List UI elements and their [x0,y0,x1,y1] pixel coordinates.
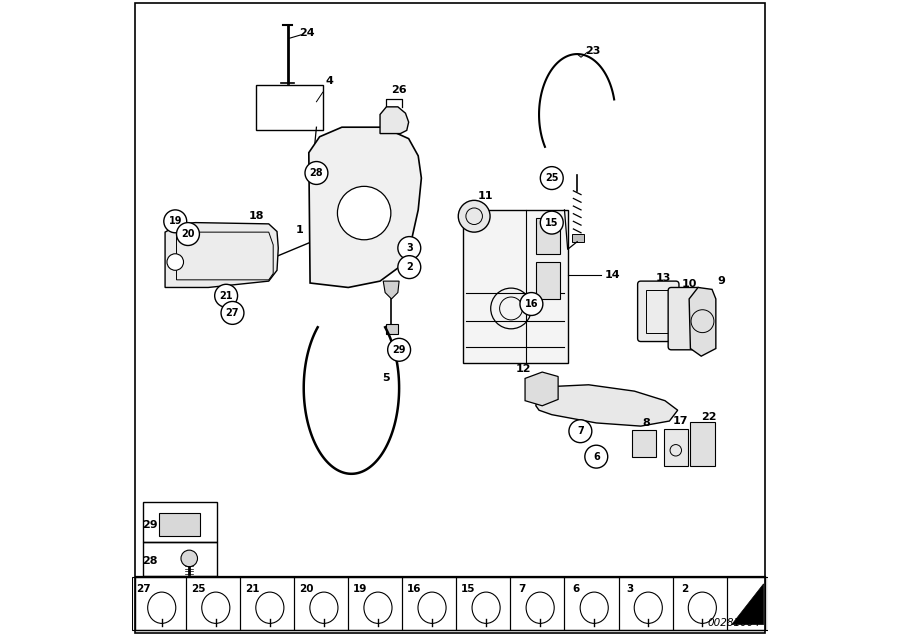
Text: 21: 21 [245,584,259,594]
Text: 25: 25 [545,173,559,183]
Circle shape [398,237,420,259]
Bar [143,502,217,542]
Circle shape [181,550,197,567]
Text: 18: 18 [248,211,264,221]
Bar [726,577,768,630]
Text: 00281004: 00281004 [707,618,760,628]
Bar [536,218,560,254]
Bar [294,577,348,630]
Text: 27: 27 [137,584,151,594]
Bar [572,234,583,242]
Circle shape [540,167,563,190]
Circle shape [398,256,420,279]
Text: 28: 28 [310,168,323,178]
Text: 3: 3 [406,243,413,253]
Circle shape [305,162,328,184]
Text: 2: 2 [406,262,413,272]
Circle shape [164,210,186,233]
Text: 7: 7 [577,426,584,436]
Text: 25: 25 [191,584,205,594]
Bar [348,577,402,630]
Text: 3: 3 [626,584,634,594]
Bar [663,429,688,466]
Text: 2: 2 [681,584,688,594]
Polygon shape [383,281,399,299]
Bar [256,85,323,130]
Polygon shape [689,287,716,356]
Text: 10: 10 [681,279,697,289]
Polygon shape [525,372,558,406]
Text: 29: 29 [392,345,406,355]
Text: 8: 8 [642,418,650,428]
Text: 22: 22 [701,411,716,422]
Text: 15: 15 [545,218,559,228]
Text: 19: 19 [353,584,367,594]
FancyBboxPatch shape [637,281,679,342]
Bar [463,210,568,363]
Bar [690,422,715,466]
Polygon shape [536,385,678,426]
Circle shape [221,301,244,324]
Text: 1: 1 [295,225,303,235]
Circle shape [458,200,491,232]
Circle shape [176,223,200,245]
Text: 20: 20 [181,229,194,239]
Text: 7: 7 [518,584,526,594]
Text: 24: 24 [299,28,315,38]
Text: 11: 11 [478,191,493,201]
Text: 21: 21 [220,291,233,301]
Bar [240,577,294,630]
Circle shape [167,254,184,270]
Bar [135,577,765,630]
Circle shape [338,186,391,240]
Bar [510,577,564,630]
Polygon shape [380,107,409,134]
Text: 29: 29 [142,520,157,530]
Circle shape [215,284,238,307]
Text: 27: 27 [226,308,239,318]
Bar [402,577,456,630]
Text: 16: 16 [407,584,421,594]
Circle shape [569,420,592,443]
Bar [386,324,398,334]
Text: 15: 15 [461,584,475,594]
Polygon shape [165,223,278,287]
Text: 5: 5 [382,373,391,384]
Text: 14: 14 [605,270,621,280]
Text: 20: 20 [299,584,313,594]
Bar [143,542,217,576]
Bar [158,513,200,536]
Text: 19: 19 [168,216,182,226]
Text: 16: 16 [525,299,538,309]
Bar [186,577,240,630]
Polygon shape [732,584,763,625]
Text: 26: 26 [392,85,407,95]
Bar [456,577,510,630]
Text: 9: 9 [717,276,725,286]
Bar [536,262,560,299]
Text: 4: 4 [325,76,333,86]
Text: 6: 6 [572,584,580,594]
Polygon shape [309,127,421,287]
Text: 13: 13 [655,273,670,283]
Circle shape [520,293,543,315]
Text: 6: 6 [593,452,599,462]
Text: 17: 17 [672,416,688,426]
Circle shape [540,211,563,234]
Bar [618,577,672,630]
Text: 28: 28 [142,556,157,566]
Circle shape [585,445,608,468]
Text: 23: 23 [585,46,601,56]
Text: 12: 12 [516,364,531,374]
Bar [672,577,726,630]
Bar [646,290,670,333]
Bar [132,577,186,630]
Circle shape [388,338,410,361]
FancyBboxPatch shape [668,287,701,350]
Bar [632,430,656,457]
Bar [564,577,618,630]
